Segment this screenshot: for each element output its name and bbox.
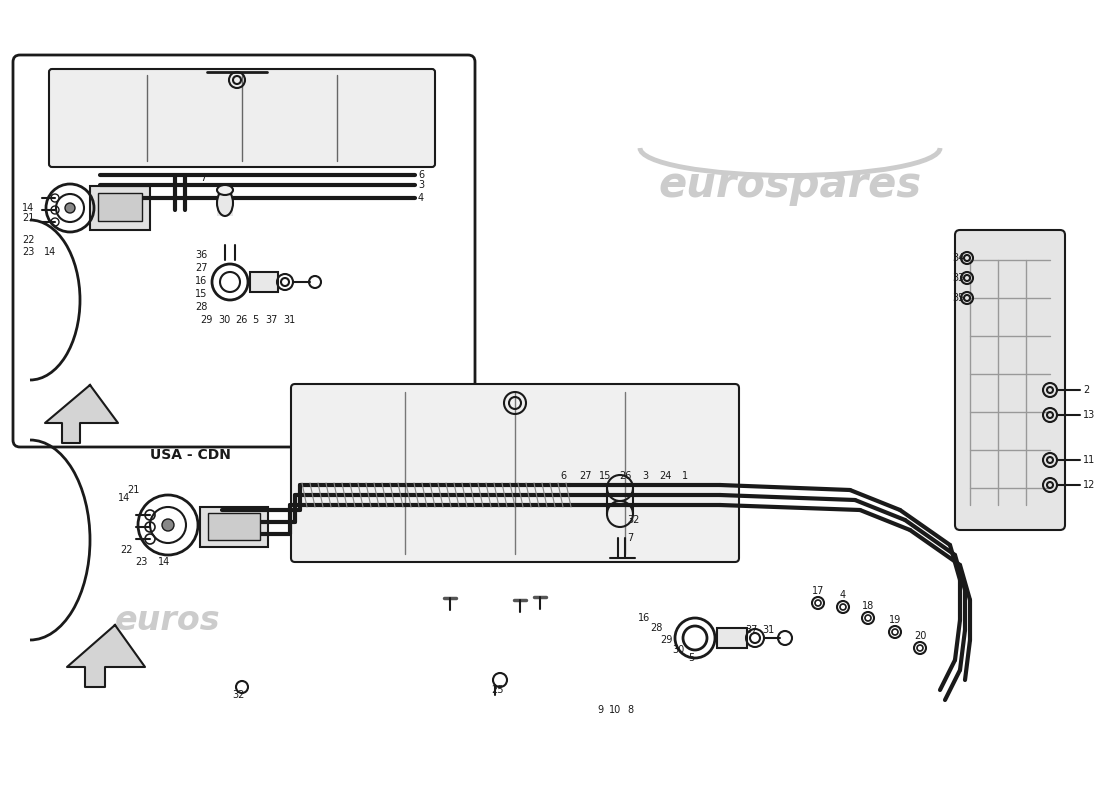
Text: 3: 3 [418,180,425,190]
Text: 36: 36 [195,250,207,260]
Text: 25: 25 [491,685,504,695]
FancyBboxPatch shape [50,69,435,167]
Text: 12: 12 [1084,480,1096,490]
Text: 8: 8 [627,705,634,715]
Bar [90,186,150,230]
Text: 16: 16 [195,276,207,286]
Circle shape [162,519,174,531]
Text: 13: 13 [1084,410,1096,420]
Text: 1: 1 [682,471,689,481]
Text: 32: 32 [232,690,244,700]
Text: 24: 24 [659,471,671,481]
Text: 9: 9 [597,705,603,715]
Text: 26: 26 [235,315,248,325]
Text: 2: 2 [1084,385,1089,395]
Text: 14: 14 [118,493,130,503]
Text: 29: 29 [660,635,672,645]
Text: 28: 28 [195,302,208,312]
Text: 17: 17 [812,586,824,596]
Text: 30: 30 [672,645,684,655]
Text: 7: 7 [200,173,207,183]
Text: 11: 11 [1084,455,1096,465]
Text: 23: 23 [135,557,147,567]
Text: 16: 16 [638,613,650,623]
Text: 7: 7 [627,533,634,543]
Text: 21: 21 [22,213,34,223]
Text: 4: 4 [840,590,846,600]
Bar [208,513,260,540]
Text: 15: 15 [598,471,612,481]
Text: 14: 14 [158,557,170,567]
Text: 37: 37 [745,625,758,635]
Bar [98,193,142,221]
Ellipse shape [217,190,233,216]
Text: 27: 27 [195,263,208,273]
FancyBboxPatch shape [955,230,1065,530]
Text: 20: 20 [914,631,926,641]
FancyBboxPatch shape [13,55,475,447]
Text: 14: 14 [44,247,56,257]
Text: 32: 32 [627,515,639,525]
Text: 6: 6 [560,471,566,481]
Ellipse shape [217,185,233,195]
Text: 29: 29 [200,315,212,325]
Text: 18: 18 [862,601,874,611]
Bar [217,190,233,216]
Polygon shape [67,625,145,687]
Text: 31: 31 [283,315,295,325]
Text: 22: 22 [120,545,132,555]
Text: 37: 37 [265,315,277,325]
Text: 30: 30 [218,315,230,325]
Text: 5: 5 [688,653,694,663]
Text: 28: 28 [650,623,662,633]
Text: 33: 33 [953,273,965,283]
Polygon shape [45,385,118,443]
Text: 19: 19 [889,615,901,625]
Text: 22: 22 [22,235,34,245]
Text: euros: euros [116,603,221,637]
Text: USA - CDN: USA - CDN [150,448,230,462]
Bar [200,507,268,547]
Text: 23: 23 [22,247,34,257]
Text: 35: 35 [953,293,965,303]
Text: 21: 21 [128,485,140,495]
Text: eurospares: eurospares [659,164,922,206]
Text: 4: 4 [418,193,425,203]
Bar [717,628,747,648]
FancyBboxPatch shape [292,384,739,562]
Text: 27: 27 [579,471,592,481]
Text: 26: 26 [619,471,631,481]
Text: 10: 10 [609,705,622,715]
Text: 15: 15 [195,289,208,299]
Text: 6: 6 [418,170,425,180]
Text: 31: 31 [762,625,774,635]
Text: 14: 14 [22,203,34,213]
Text: 34: 34 [953,253,965,263]
Text: 5: 5 [252,315,258,325]
Circle shape [65,203,75,213]
Bar [250,272,278,292]
Text: 3: 3 [642,471,648,481]
